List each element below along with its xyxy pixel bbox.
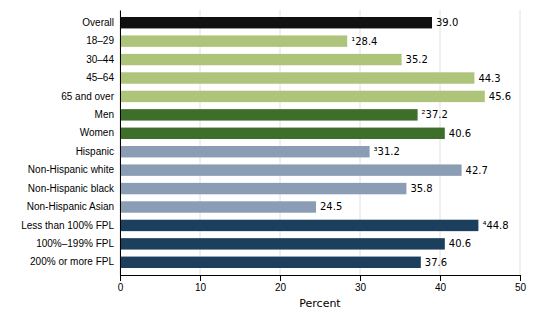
data-label: 24.5: [320, 201, 342, 212]
x-tick: 40: [435, 275, 447, 293]
bar: [120, 238, 445, 249]
y-tick-label: Women: [80, 127, 114, 138]
grid-line: [520, 10, 521, 275]
y-tick: Overall: [82, 17, 114, 28]
bar: [120, 109, 418, 120]
bar: [120, 128, 445, 139]
bar: [120, 72, 474, 83]
x-tick-label: 20: [275, 282, 287, 293]
data-label: 45.6: [489, 91, 511, 102]
data-label: 39.0: [436, 17, 458, 28]
x-tick-label: 0: [118, 282, 124, 293]
y-tick: Women: [80, 127, 114, 138]
grid-line: [360, 10, 361, 275]
bar: [120, 164, 462, 175]
bar: [120, 183, 406, 194]
data-label: ⁴44.8: [482, 220, 508, 231]
y-tick-label: Men: [95, 109, 114, 120]
y-tick: 18–29: [86, 35, 114, 46]
data-label: ³31.2: [374, 146, 400, 157]
bar: [120, 91, 485, 102]
grid-line: [440, 10, 441, 275]
data-labels: 37.640.6⁴44.824.535.842.7³31.240.6²37.24…: [320, 17, 511, 268]
y-tick-label: Non-Hispanic black: [28, 183, 115, 194]
x-tick-mark: [520, 275, 521, 281]
grid-line: [200, 10, 201, 275]
y-tick-label: Overall: [82, 17, 114, 28]
data-label: 37.6: [425, 257, 447, 268]
y-tick-label: 30–44: [86, 54, 114, 65]
x-axis-line: [121, 276, 521, 282]
bar: [120, 201, 316, 212]
y-tick-label: 200% or more FPL: [30, 256, 114, 267]
data-label: 40.6: [449, 128, 471, 139]
y-tick-label: Less than 100% FPL: [21, 220, 114, 231]
grid-line: [280, 10, 281, 275]
y-tick: 200% or more FPL: [30, 256, 114, 267]
y-tick: Non-Hispanic black: [28, 183, 115, 194]
bar: [120, 257, 421, 268]
x-tick-mark: [200, 275, 201, 281]
y-tick: Non-Hispanic white: [28, 164, 115, 175]
y-tick-label: Hispanic: [76, 146, 114, 157]
x-tick-mark: [440, 275, 441, 281]
y-tick: Men: [95, 109, 114, 120]
x-tick: 50: [515, 275, 527, 293]
y-tick-label: 100%–199% FPL: [36, 238, 114, 249]
y-tick-label: Non-Hispanic Asian: [27, 201, 114, 212]
data-label: 44.3: [478, 73, 500, 84]
y-tick-label: 18–29: [86, 35, 114, 46]
x-tick-mark: [280, 275, 281, 281]
x-axis: 0 10 20 30 40 50: [118, 275, 527, 293]
data-label: ²37.2: [422, 109, 448, 120]
bar: [120, 35, 347, 46]
y-tick: 45–64: [86, 72, 114, 83]
x-tick-label: 30: [355, 282, 367, 293]
y-axis: 200% or more FPL 100%–199% FPL Less than 1…: [21, 11, 120, 276]
y-tick: Less than 100% FPL: [21, 220, 114, 231]
y-tick: Hispanic: [76, 146, 114, 157]
plot: 0 10 20 30 40 50 200% or more FPL 100%–199% FPL…: [21, 10, 526, 310]
bar: [120, 17, 432, 28]
y-tick-label: 65 and over: [61, 91, 114, 102]
y-tick-label: 45–64: [86, 72, 114, 83]
x-tick: 30: [355, 275, 367, 293]
x-tick: 0: [118, 275, 124, 293]
y-axis-line: [120, 11, 121, 276]
x-tick: 20: [275, 275, 287, 293]
bars: [120, 17, 485, 268]
x-tick-label: 40: [435, 282, 447, 293]
x-axis-title: Percent: [299, 297, 341, 310]
y-tick: Non-Hispanic Asian: [27, 201, 114, 212]
grid: [120, 10, 520, 275]
x-tick-label: 10: [195, 282, 207, 293]
y-tick-label: Non-Hispanic white: [28, 164, 115, 175]
data-label: 35.2: [406, 54, 428, 65]
bar: [120, 220, 478, 231]
data-label: 42.7: [466, 165, 488, 176]
y-tick: 65 and over: [61, 91, 114, 102]
bar: [120, 54, 402, 65]
x-tick-label: 50: [515, 282, 527, 293]
x-tick-mark: [360, 275, 361, 281]
bar: [120, 146, 370, 157]
x-tick-mark: [120, 275, 121, 281]
data-label: 35.8: [410, 183, 432, 194]
data-label: 40.6: [449, 238, 471, 249]
grid-line: [120, 10, 121, 275]
data-label: ¹28.4: [351, 36, 377, 47]
chart: 0 10 20 30 40 50 200% or more FPL 100%–199% FPL…: [0, 0, 560, 315]
y-tick: 30–44: [86, 54, 114, 65]
y-tick: 100%–199% FPL: [36, 238, 114, 249]
x-tick: 10: [195, 275, 207, 293]
